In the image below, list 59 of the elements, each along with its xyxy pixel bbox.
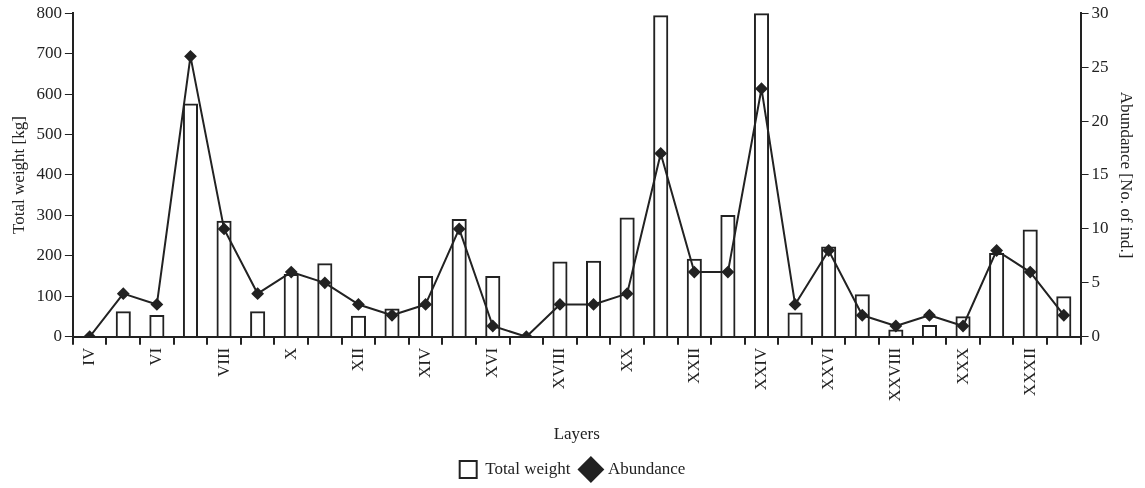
point xyxy=(587,298,600,311)
y2-tick-label: 20 xyxy=(1091,110,1109,130)
legend-label: Total weight xyxy=(485,458,571,478)
point xyxy=(150,298,163,311)
point xyxy=(486,320,499,332)
point xyxy=(1024,266,1037,279)
point xyxy=(688,266,701,279)
y-tick-label: 100 xyxy=(36,285,62,305)
point xyxy=(822,244,835,257)
y2-tick-label: 0 xyxy=(1091,326,1101,346)
point xyxy=(654,147,667,160)
x-tick-label: XVIII xyxy=(549,347,569,390)
point xyxy=(621,287,634,300)
y-tick-label: 400 xyxy=(36,164,62,184)
x-tick-label: XII xyxy=(347,347,367,372)
x-tick-label: XXVI xyxy=(818,347,838,391)
x-tick-label: XX xyxy=(616,347,636,373)
point xyxy=(721,266,734,279)
legend-label: Abundance xyxy=(607,458,686,478)
y-tick-label: 300 xyxy=(36,204,62,224)
point xyxy=(923,309,936,322)
y2-tick-label: 30 xyxy=(1091,2,1109,22)
y2-tick-label: 15 xyxy=(1091,164,1109,184)
y-tick-label: 600 xyxy=(36,83,62,103)
x-tick-label: X xyxy=(280,347,300,361)
x-tick-label: XIV xyxy=(415,347,435,378)
y2-tick-label: 5 xyxy=(1091,272,1101,292)
point xyxy=(117,287,130,300)
point xyxy=(789,298,802,311)
point xyxy=(990,244,1003,257)
point xyxy=(184,50,197,63)
x-tick-label: IV xyxy=(79,347,99,366)
point xyxy=(318,276,331,289)
x-tick-label: XXX xyxy=(952,347,972,385)
x-axis-title: Layers xyxy=(553,424,600,444)
y-tick-label: 0 xyxy=(53,326,62,346)
x-tick-label: XXVIII xyxy=(885,347,905,402)
point xyxy=(453,222,466,235)
y-axis-title: Total weight [kg] xyxy=(8,116,28,234)
x-tick-label: XXXII xyxy=(1019,347,1039,396)
y-tick-label: 700 xyxy=(36,43,62,63)
y-tick-label: 500 xyxy=(36,124,62,144)
y-tick-label: 200 xyxy=(36,245,62,265)
y2-tick-label: 25 xyxy=(1091,56,1109,76)
x-tick-label: VI xyxy=(146,347,166,366)
point xyxy=(352,298,365,311)
point xyxy=(285,266,298,279)
x-tick-label: VIII xyxy=(213,347,233,378)
point xyxy=(251,287,264,300)
point xyxy=(889,320,902,332)
x-tick-label: XVI xyxy=(482,347,502,378)
y2-axis-title: Abundance [No. of ind.] xyxy=(1117,91,1137,259)
point xyxy=(553,298,566,311)
point xyxy=(419,298,432,311)
x-tick-label: XXII xyxy=(683,347,703,384)
point xyxy=(218,222,231,235)
y2-tick-label: 10 xyxy=(1091,218,1109,238)
x-tick-label: XXIV xyxy=(750,347,770,391)
y-tick-label: 800 xyxy=(36,2,62,22)
